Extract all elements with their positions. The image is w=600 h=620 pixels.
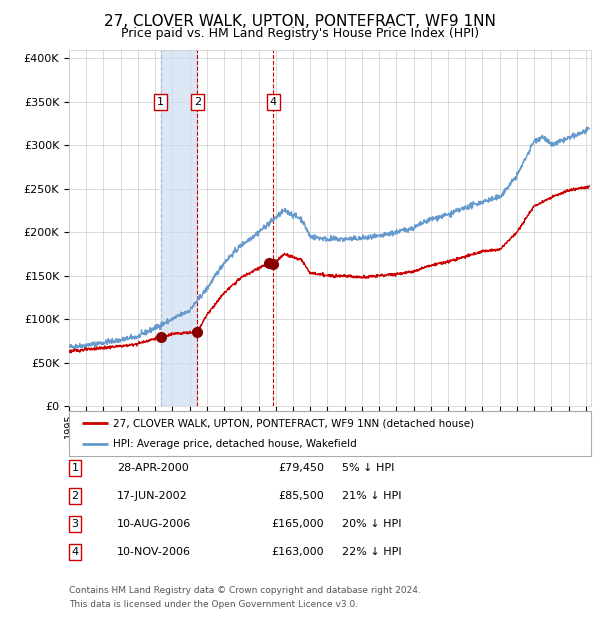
Text: 17-JUN-2002: 17-JUN-2002 (117, 491, 188, 501)
Text: 2: 2 (71, 491, 79, 501)
Text: 5% ↓ HPI: 5% ↓ HPI (342, 463, 394, 473)
Text: 21% ↓ HPI: 21% ↓ HPI (342, 491, 401, 501)
Text: 27, CLOVER WALK, UPTON, PONTEFRACT, WF9 1NN: 27, CLOVER WALK, UPTON, PONTEFRACT, WF9 … (104, 14, 496, 29)
Text: 10-NOV-2006: 10-NOV-2006 (117, 547, 191, 557)
Text: £85,500: £85,500 (278, 491, 324, 501)
Text: £79,450: £79,450 (278, 463, 324, 473)
Text: 1: 1 (157, 97, 164, 107)
Text: 28-APR-2000: 28-APR-2000 (117, 463, 189, 473)
Text: £163,000: £163,000 (271, 547, 324, 557)
Text: Contains HM Land Registry data © Crown copyright and database right 2024.: Contains HM Land Registry data © Crown c… (69, 586, 421, 595)
Bar (161, 50, 197, 406)
Text: 27, CLOVER WALK, UPTON, PONTEFRACT, WF9 1NN (detached house): 27, CLOVER WALK, UPTON, PONTEFRACT, WF9 … (113, 418, 475, 428)
Text: 2: 2 (194, 97, 201, 107)
Text: 20% ↓ HPI: 20% ↓ HPI (342, 519, 401, 529)
Text: 3: 3 (71, 519, 79, 529)
Text: 4: 4 (270, 97, 277, 107)
Text: 10-AUG-2006: 10-AUG-2006 (117, 519, 191, 529)
Text: 4: 4 (71, 547, 79, 557)
Text: 22% ↓ HPI: 22% ↓ HPI (342, 547, 401, 557)
Text: Price paid vs. HM Land Registry's House Price Index (HPI): Price paid vs. HM Land Registry's House … (121, 27, 479, 40)
Text: £165,000: £165,000 (271, 519, 324, 529)
Text: HPI: Average price, detached house, Wakefield: HPI: Average price, detached house, Wake… (113, 438, 357, 449)
Text: 1: 1 (71, 463, 79, 473)
Text: This data is licensed under the Open Government Licence v3.0.: This data is licensed under the Open Gov… (69, 600, 358, 609)
